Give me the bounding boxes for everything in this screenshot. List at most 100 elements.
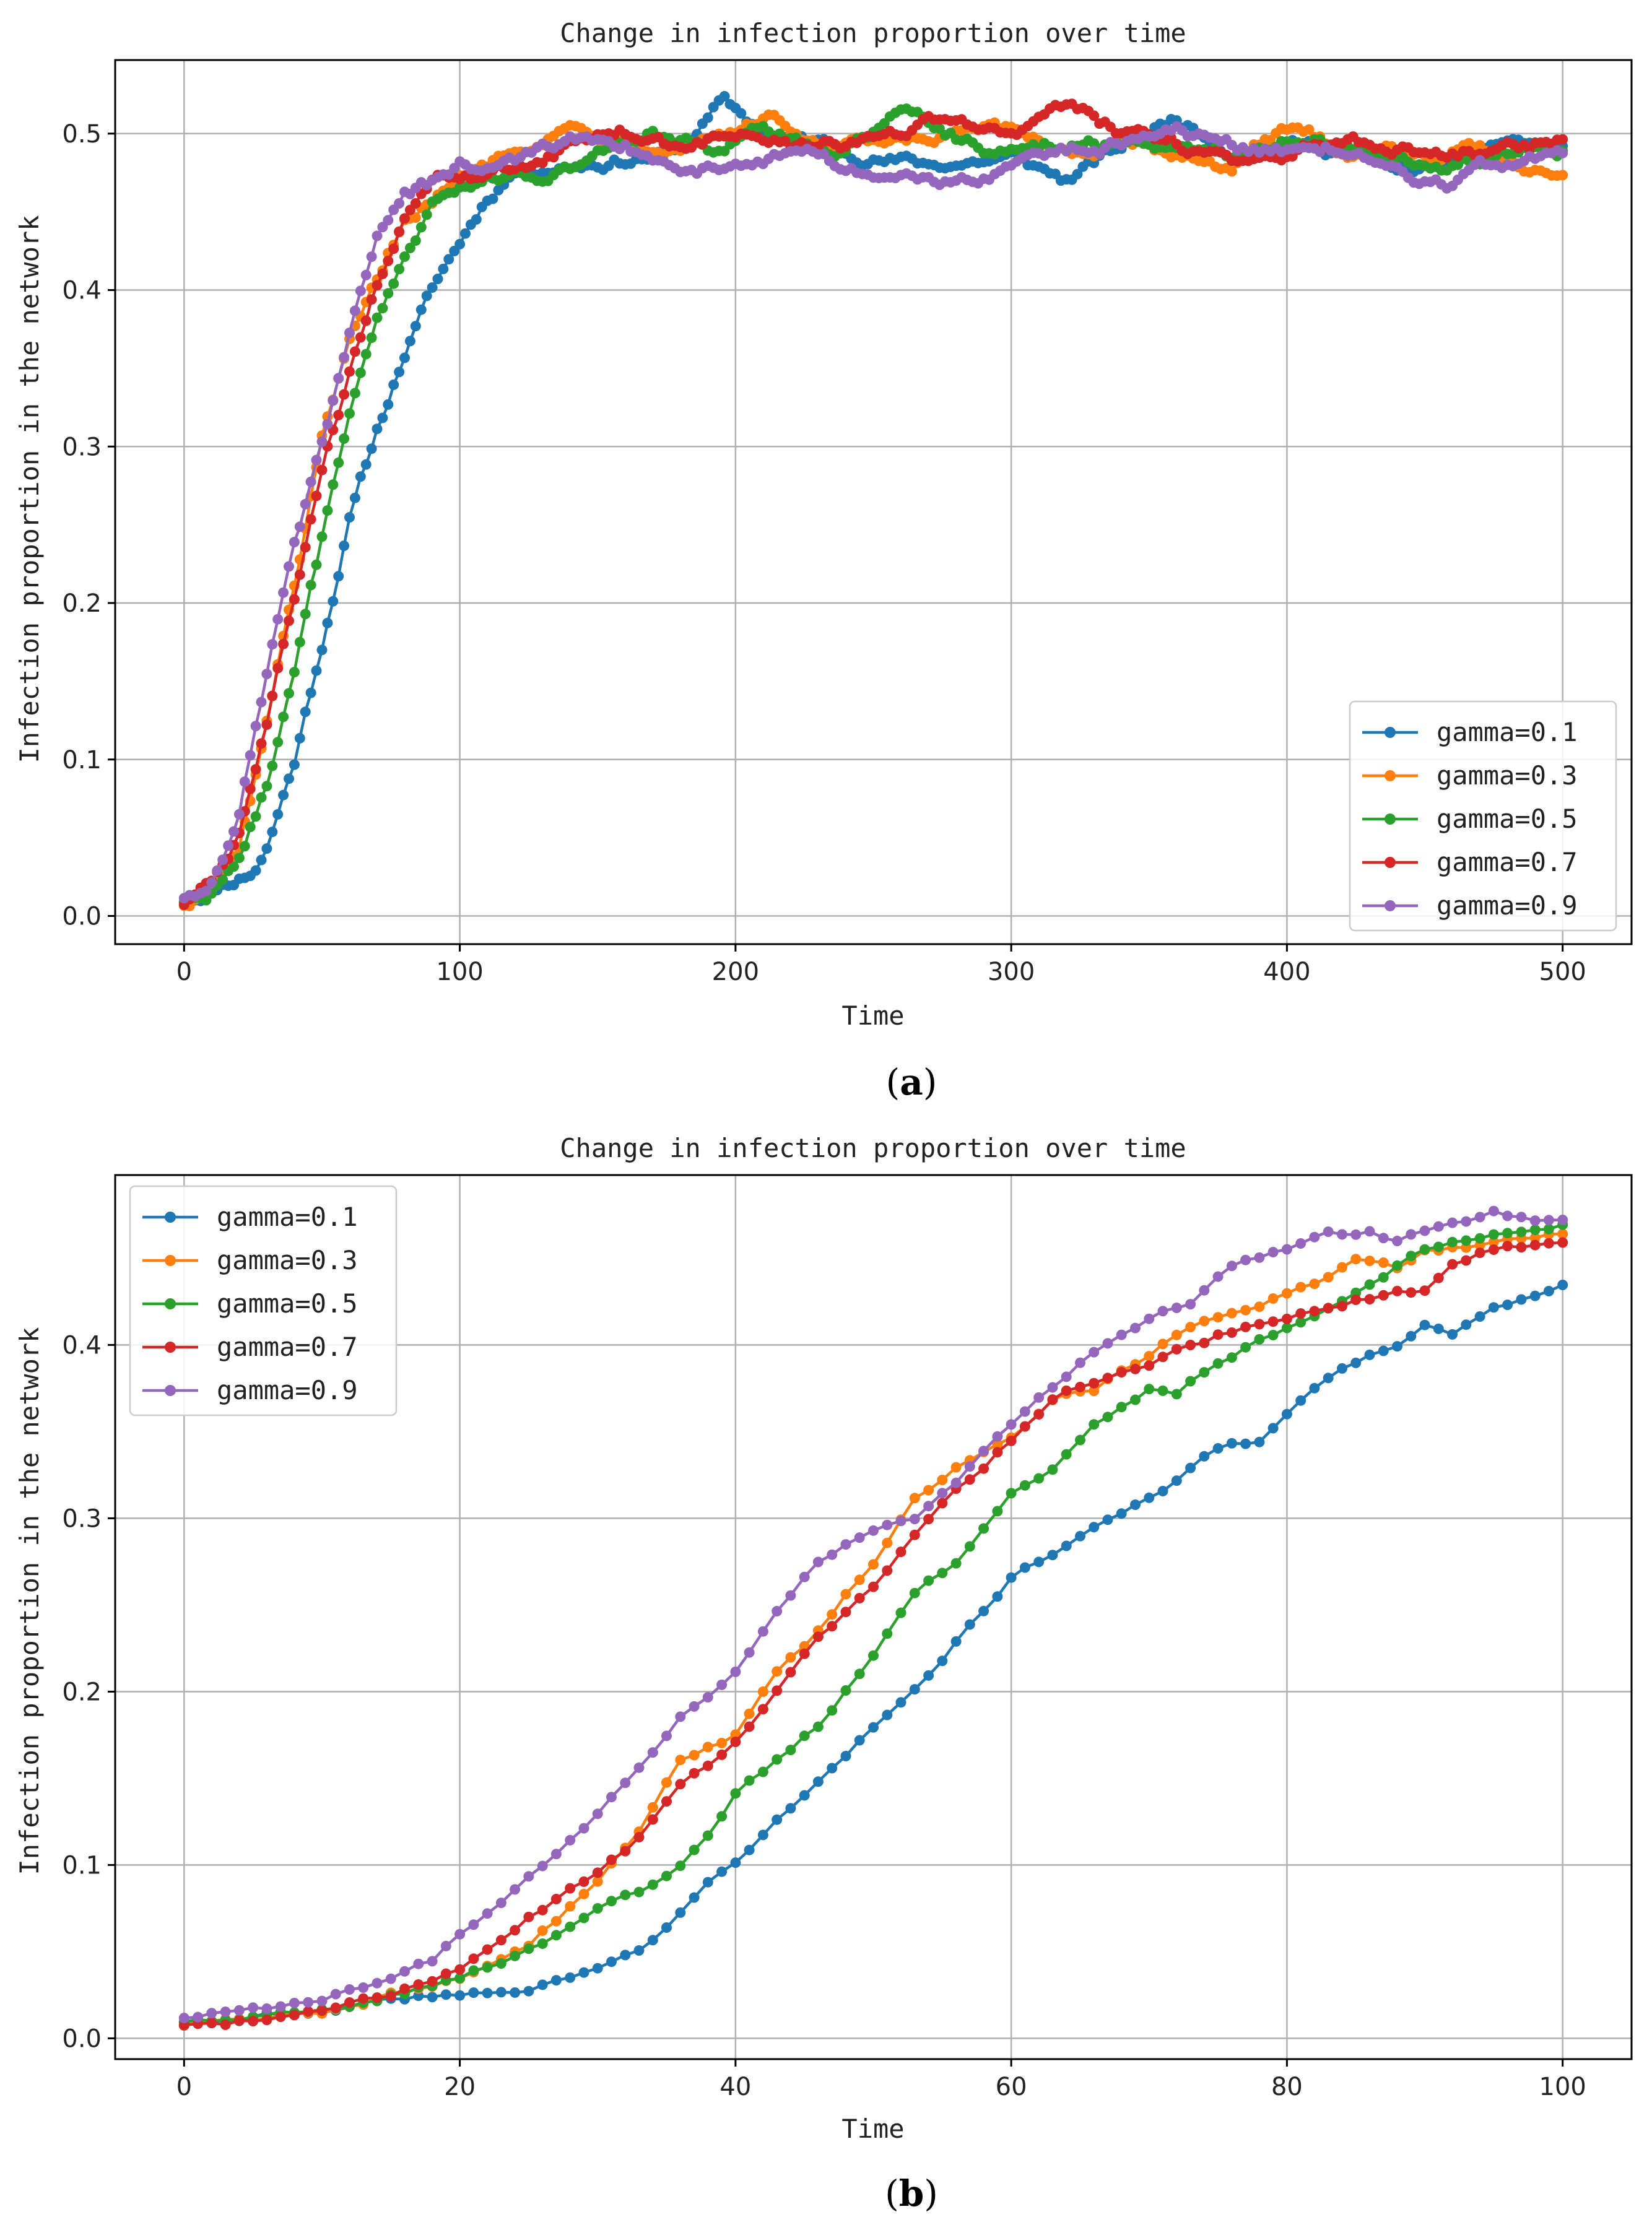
data-point [1474, 1233, 1485, 1244]
data-point [620, 1889, 631, 1901]
data-point [592, 1903, 603, 1914]
data-point [454, 1928, 466, 1940]
data-point [827, 1763, 838, 1774]
data-point [1089, 1377, 1100, 1389]
data-point [1157, 1486, 1168, 1496]
data-point [454, 1990, 466, 2001]
data-point [399, 251, 410, 262]
legend-marker [165, 1255, 176, 1266]
data-point [1157, 1306, 1168, 1317]
caption-a: (a) [886, 1061, 937, 1103]
data-point [1557, 170, 1568, 181]
data-point [1488, 1244, 1499, 1255]
data-point [1281, 1408, 1292, 1420]
data-point [606, 1854, 617, 1865]
x-tick-label: 0 [176, 958, 192, 986]
legend-item: gamma=0.3 [1362, 760, 1578, 791]
data-point [482, 1962, 493, 1973]
data-point [349, 388, 360, 399]
data-point [360, 459, 372, 470]
data-point [305, 514, 316, 525]
data-point [716, 1866, 728, 1877]
data-point [1392, 1260, 1402, 1271]
data-point [689, 1768, 700, 1779]
data-point [438, 263, 449, 274]
data-point [812, 1631, 824, 1642]
data-point [689, 1701, 700, 1712]
figure-panel-a: Change in infection proportion over time… [14, 18, 1633, 1103]
data-point [427, 1976, 438, 1987]
data-point [482, 1944, 493, 1955]
data-point [1529, 1290, 1541, 1301]
data-point [675, 1907, 686, 1918]
data-point [328, 479, 339, 490]
data-point [303, 1997, 314, 2008]
data-point [592, 1808, 603, 1820]
data-point [413, 1979, 424, 1990]
data-point [716, 1811, 728, 1822]
data-point [1254, 1319, 1265, 1330]
data-point [854, 1735, 865, 1746]
data-point [245, 750, 256, 761]
data-point [1488, 1302, 1499, 1313]
data-point [799, 1648, 810, 1659]
chart-a-y-label: Infection proportion in the network [14, 215, 45, 763]
legend-item: gamma=0.1 [142, 1202, 358, 1232]
data-point [827, 1621, 838, 1632]
data-point [1254, 1436, 1265, 1447]
data-point [1364, 1256, 1375, 1267]
data-point [716, 1738, 728, 1748]
data-point [1557, 134, 1568, 145]
data-point [1529, 1239, 1541, 1251]
data-point [372, 423, 383, 435]
y-tick-label: 0.1 [62, 1851, 102, 1880]
data-point [1185, 1322, 1196, 1333]
data-point [415, 222, 427, 233]
data-point [261, 719, 272, 730]
data-point [689, 1750, 700, 1761]
data-point [812, 1721, 824, 1732]
data-point [950, 1636, 962, 1647]
chart-a-x-ticks: 0 100 200 300 400 500 [176, 944, 1586, 986]
data-point [633, 1832, 645, 1842]
data-point [1557, 1237, 1568, 1248]
data-point [719, 91, 730, 102]
series-gamma=0.9 [178, 121, 1568, 904]
data-point [1144, 1384, 1155, 1395]
legend-marker [1385, 813, 1396, 825]
data-point [1185, 1299, 1196, 1310]
data-point [228, 826, 239, 837]
data-point [744, 1708, 755, 1719]
data-point [1295, 1317, 1306, 1328]
data-point [537, 1979, 548, 1990]
data-point [1033, 1392, 1045, 1403]
data-point [322, 419, 333, 430]
data-point [1502, 1228, 1513, 1239]
data-point [300, 498, 311, 510]
data-point [360, 349, 372, 360]
data-point [992, 1431, 1003, 1442]
data-point [1130, 1322, 1141, 1334]
data-point [510, 1987, 521, 1998]
legend-item: gamma=0.7 [1362, 847, 1578, 877]
data-point [228, 861, 239, 872]
data-point [349, 492, 360, 503]
chart-a-legend: gamma=0.1 gamma=0.3 gamma=0.5 gamma=0.7 gamm… [1349, 700, 1617, 932]
data-point [882, 1565, 893, 1576]
data-point [1309, 1278, 1320, 1290]
data-point [261, 843, 272, 854]
legend-label: gamma=0.1 [217, 1202, 358, 1232]
data-point [261, 2015, 272, 2026]
data-point [1102, 1373, 1113, 1384]
data-point [1130, 1499, 1141, 1510]
data-point [1392, 1236, 1402, 1246]
data-point [1267, 1330, 1279, 1340]
data-point [383, 399, 394, 410]
data-point [937, 1568, 948, 1579]
data-point [330, 2002, 341, 2013]
data-point [1061, 1385, 1072, 1396]
data-point [1350, 1229, 1362, 1240]
data-point [1033, 1556, 1045, 1568]
data-point [1254, 1252, 1265, 1263]
data-point [1529, 1225, 1541, 1235]
